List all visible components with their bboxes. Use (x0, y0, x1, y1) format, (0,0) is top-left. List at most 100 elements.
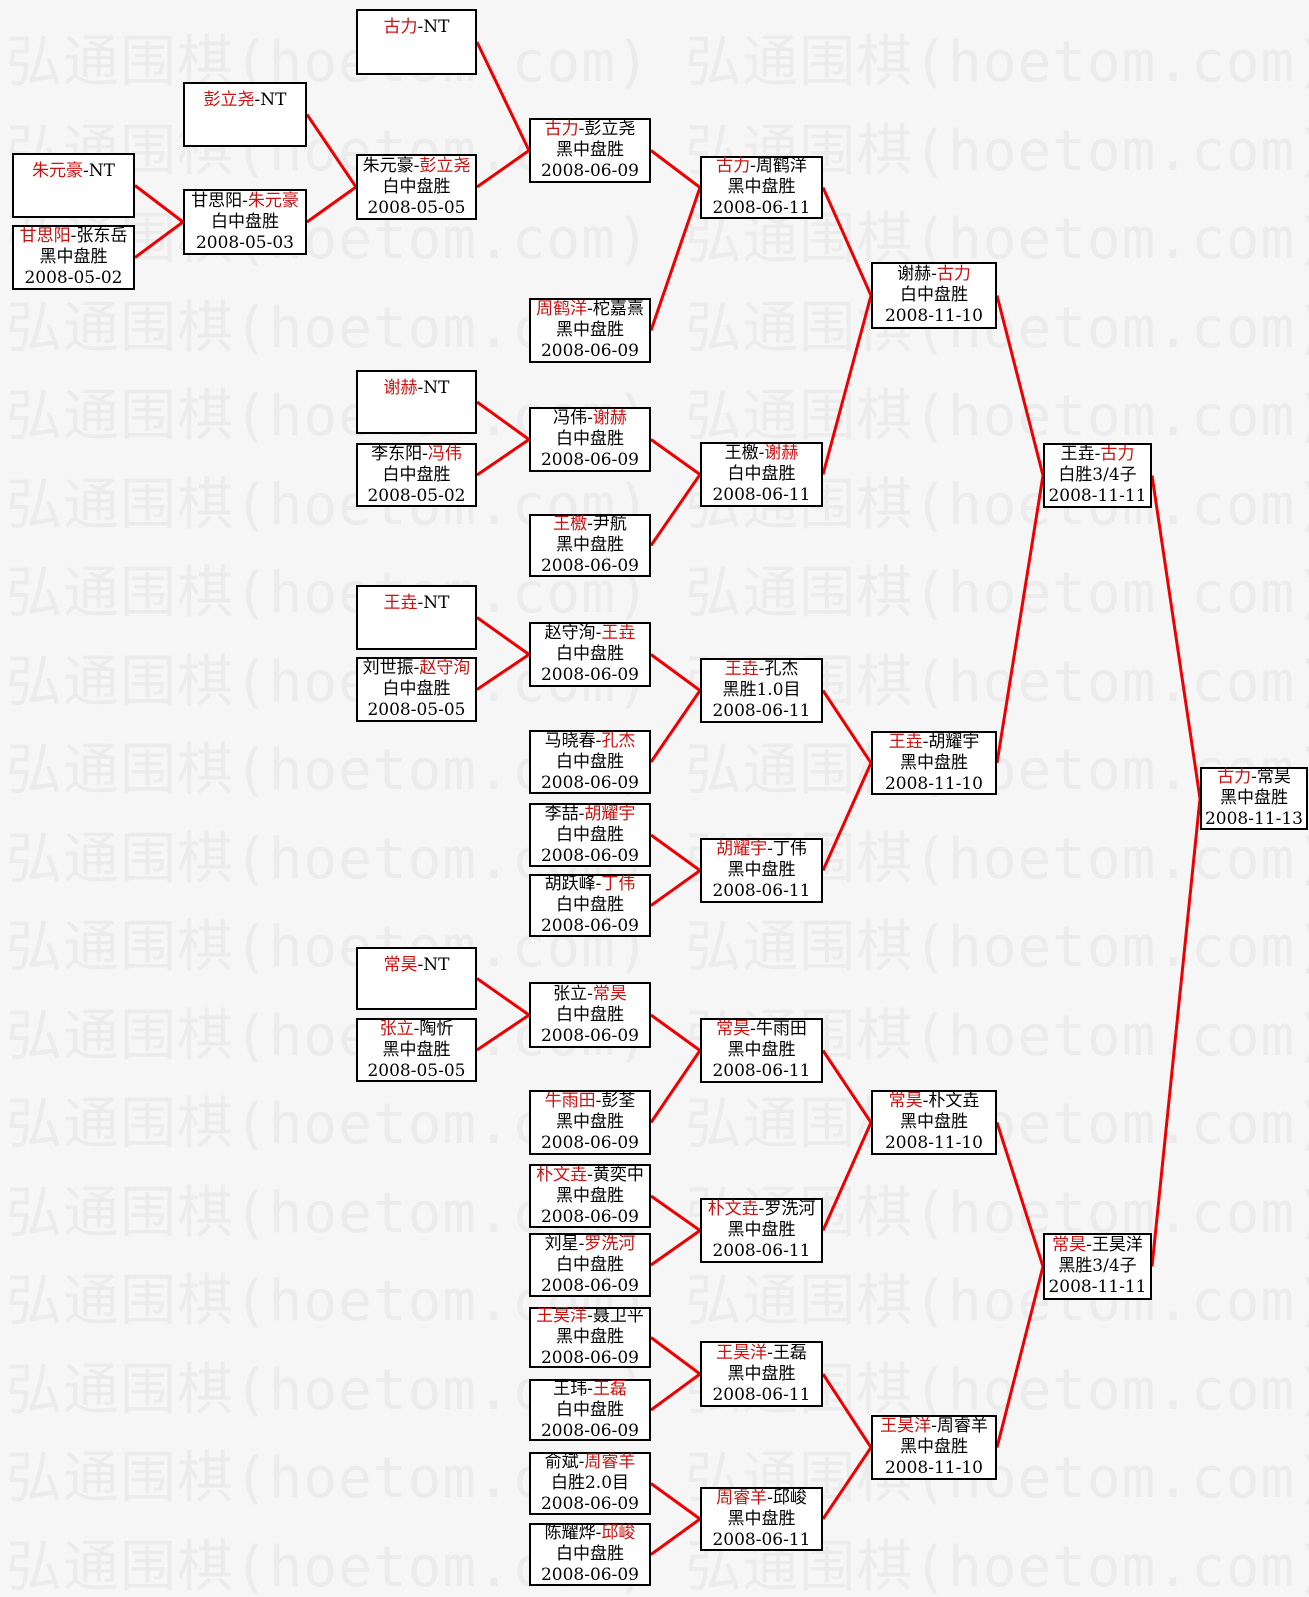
match-result: 白中盘胜 (556, 1544, 624, 1564)
match-result: 黑中盘胜 (382, 1039, 451, 1060)
connector-line (305, 113, 358, 188)
match-date: 2008-11-10 (884, 306, 983, 326)
player-name: 王昊洋 (536, 1306, 588, 1326)
match-players: 朴文垚-黄奕中 (536, 1165, 644, 1186)
match-players: 谢赫-NT (384, 378, 450, 399)
player-separator: - (767, 1342, 773, 1363)
player-name: 聂卫平 (592, 1306, 644, 1326)
player-name: 马晓春 (544, 730, 596, 751)
match-players: 常昊-朴文垚 (889, 1091, 980, 1112)
player-separator: - (587, 299, 593, 319)
match-result: 白中盘胜 (556, 1254, 624, 1275)
match-date: 2008-06-11 (712, 198, 811, 218)
match-box: 常昊-牛雨田 黑中盘胜 2008-06-11 (700, 1018, 823, 1083)
match-result: 黑中盘胜 (727, 177, 796, 197)
match-box: 王垚-孔杰 黑胜1.0目 2008-06-11 (700, 658, 823, 723)
connector-line (821, 1121, 873, 1232)
player-separator: - (1251, 767, 1257, 787)
player-name: 张立 (553, 983, 588, 1004)
player-name: 冯伟 (553, 408, 588, 428)
player-name: 古力 (716, 156, 751, 176)
match-date: 2008-06-09 (540, 665, 639, 685)
player-name: 朴文垚 (928, 1091, 980, 1111)
match-date: 2008-11-10 (884, 1133, 983, 1153)
match-players: 张立-常昊 (553, 984, 627, 1005)
match-box: 甘思阳-张东岳 黑中盘胜 2008-05-02 (12, 225, 135, 290)
player-name: 王垚 (724, 659, 759, 679)
player-name: 彭立尧 (419, 155, 471, 176)
player-name: 彭立尧 (203, 90, 255, 110)
connector-line (995, 295, 1045, 476)
player-name: 丁伟 (601, 874, 636, 894)
player-name: 彭立尧 (584, 119, 636, 139)
match-box: 古力-周鹤洋 黑中盘胜 2008-06-11 (700, 156, 823, 219)
connector-line (476, 616, 530, 656)
match-date: 2008-05-05 (367, 197, 466, 218)
player-separator: - (931, 264, 937, 284)
connector-line (476, 977, 530, 1017)
connector-line (821, 689, 873, 764)
match-box: 张立-陶忻 黑中盘胜 2008-05-05 (356, 1018, 477, 1082)
match-players: 王垚-孔杰 (725, 659, 799, 680)
connector-line (650, 1336, 701, 1376)
player-name: 常昊 (1256, 767, 1291, 787)
match-result: 黑中盘胜 (727, 860, 796, 880)
connector-line (306, 185, 357, 224)
watermark-row: 弘通围棋(hoetom.com) 弘通围棋(hoetom.com) (6, 384, 1309, 449)
connector-line (650, 1229, 701, 1267)
player-separator: - (767, 1487, 773, 1508)
player-separator: - (70, 226, 77, 246)
match-result: 黑胜1.0目 (722, 680, 801, 700)
match-box: 冯伟-谢赫 白中盘胜 2008-06-09 (529, 407, 651, 472)
match-players: 王昊洋-王磊 (716, 1343, 807, 1364)
match-players: 古力-常昊 (1217, 767, 1291, 788)
player-name: 彭荃 (601, 1091, 636, 1111)
match-box: 陈耀烨-邱峻 白中盘胜 2008-06-09 (529, 1523, 651, 1586)
match-result: 黑中盘胜 (1220, 788, 1288, 808)
match-players: 张立-陶忻 (380, 1019, 454, 1040)
match-date: 2008-11-13 (1204, 809, 1303, 829)
player-name: 常昊 (383, 955, 418, 975)
player-name: 王垚 (1060, 444, 1095, 464)
connector-line (650, 653, 701, 692)
player-separator: - (750, 156, 756, 176)
player-name: 谢赫 (764, 443, 799, 463)
match-box: 周睿羊-邱峻 黑中盘胜 2008-06-11 (700, 1487, 823, 1551)
player-separator: - (758, 659, 765, 679)
connector-line (650, 1517, 701, 1556)
player-name: 王垚 (601, 623, 636, 643)
connector-line (650, 869, 701, 907)
player-separator: - (587, 1164, 593, 1185)
match-box: 朴文垚-罗洗河 黑中盘胜 2008-06-11 (700, 1198, 823, 1263)
connector-line (650, 1372, 701, 1412)
connector-line (995, 1122, 1045, 1267)
match-players: 陈耀烨-邱峻 (545, 1523, 636, 1544)
player-name: 陶忻 (419, 1018, 454, 1039)
player-name: 周鹤洋 (755, 156, 807, 176)
match-result: 黑胜3/4子 (1058, 1256, 1137, 1276)
match-date: 2008-06-11 (712, 881, 811, 901)
watermark-row: 弘通围棋(hoetom.com) 弘通围棋(hoetom.com) (6, 1534, 1309, 1597)
player-separator: - (758, 1199, 765, 1219)
player-name: 李东阳 (371, 443, 423, 464)
player-name: 谢赫 (897, 264, 932, 284)
match-date: 2008-06-11 (712, 1061, 811, 1081)
match-box: 胡跃峰-丁伟 白中盘胜 2008-06-09 (529, 874, 651, 937)
match-date: 2008-06-11 (712, 1384, 811, 1405)
watermark-row: 弘通围棋(hoetom.com) 弘通围棋(hoetom.com) (6, 1357, 1309, 1423)
match-result: 黑中盘胜 (900, 1112, 968, 1132)
connector-line (821, 1446, 873, 1520)
match-result: 白中盘胜 (727, 464, 796, 484)
match-players: 甘思阳-朱元豪 (191, 191, 299, 212)
player-separator: - (587, 1378, 593, 1399)
connector-line (650, 438, 701, 476)
connector-line (821, 186, 873, 297)
match-box: 朱元豪-彭立尧 白中盘胜 2008-05-05 (356, 154, 477, 220)
match-result: 白中盘胜 (211, 211, 279, 232)
player-separator: - (417, 17, 424, 37)
player-name: 常昊 (716, 1019, 751, 1039)
player-name: 孔杰 (601, 730, 636, 751)
player-name: 王磊 (592, 1378, 627, 1399)
match-date: 2008-05-05 (367, 1060, 466, 1081)
